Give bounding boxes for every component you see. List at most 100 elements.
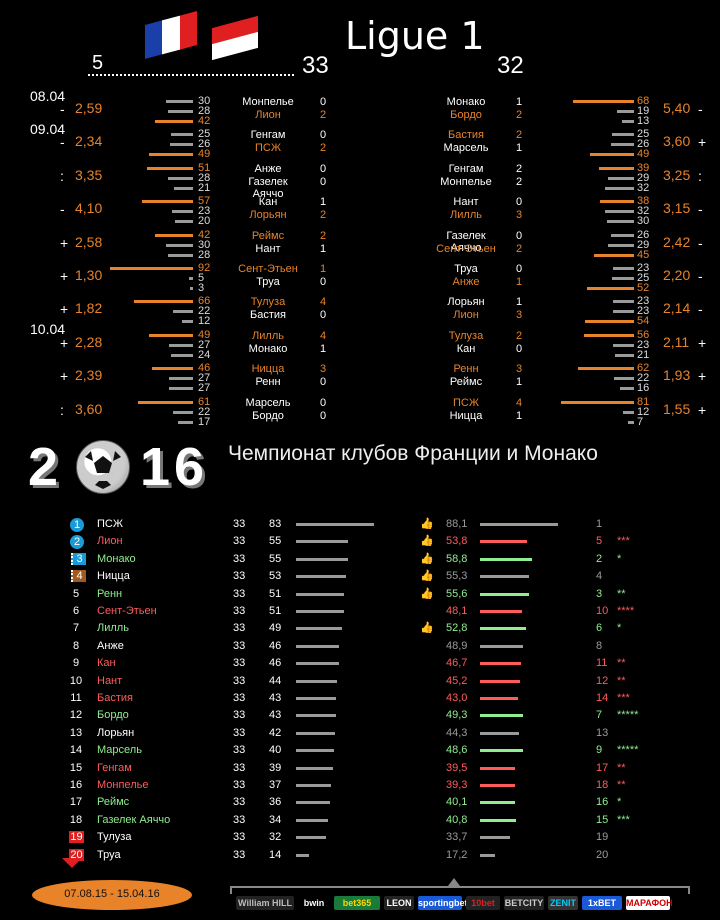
home-score: 0: [320, 396, 327, 409]
stat-bar: [147, 166, 193, 170]
games-played: 33: [233, 848, 246, 861]
stat-bar: [170, 133, 193, 137]
rating-rank: 8: [596, 639, 603, 652]
team-name: Лилль: [97, 622, 129, 635]
rating-bar: [480, 731, 519, 735]
points-bar: [296, 644, 340, 648]
bet-sign: -: [60, 201, 65, 218]
points: 53: [269, 570, 282, 583]
away-team: Бордо: [450, 109, 482, 121]
relegation-arrow-icon: [62, 858, 82, 868]
away-team: ПСЖ: [254, 142, 281, 155]
home-score: 4: [516, 396, 523, 409]
stat-bar: [622, 120, 634, 123]
year-logo: 2 1 6: [28, 437, 218, 497]
games-played: 33: [233, 622, 246, 635]
rating-stars: **: [617, 657, 626, 670]
odd-value: 2,59: [75, 100, 103, 116]
stat-value: 25: [637, 128, 650, 141]
team-name: ПСЖ: [97, 518, 124, 530]
position-number: 16: [69, 779, 83, 791]
bookmaker-logo: bwin: [298, 896, 330, 910]
stat-bar: [190, 287, 193, 290]
home-score: 2: [516, 329, 523, 342]
home-team: Тулуза: [250, 296, 286, 309]
stat-bar: [607, 220, 634, 224]
position-number: 2: [70, 535, 84, 550]
stat-value: 81: [637, 395, 650, 408]
team-name: Нант: [97, 674, 123, 687]
stat-bar: [169, 143, 193, 147]
stat-bar: [610, 143, 634, 147]
stat-bar: [168, 343, 193, 347]
rating-value: 17,2: [446, 848, 468, 861]
rating-value: 55,3: [446, 570, 468, 583]
rating-bar: [480, 697, 518, 700]
stat-value: 26: [198, 138, 211, 151]
bet-sign: -: [698, 268, 703, 284]
flag-monaco-icon: [212, 15, 258, 61]
away-score: 0: [320, 175, 327, 188]
home-score: 0: [320, 96, 327, 108]
home-team: Марсель: [245, 396, 291, 409]
stat-bar: [589, 153, 634, 157]
points: 46: [269, 639, 282, 652]
stat-bar: [155, 233, 193, 237]
bookmaker-logo: William HILL: [236, 896, 294, 910]
stat-value: 92: [198, 262, 211, 274]
bet-sign: :: [698, 167, 702, 184]
stat-bar: [174, 186, 193, 190]
away-score: 2: [516, 175, 523, 188]
points-bar: [296, 592, 344, 596]
away-team: Ренн: [255, 376, 281, 389]
stat-bar: [615, 353, 634, 357]
stat-bar: [168, 387, 193, 391]
points: 34: [269, 813, 282, 826]
stat-value: 68: [637, 95, 650, 107]
stat-bar: [167, 253, 193, 257]
bet-sign: +: [60, 301, 69, 318]
rating-stars: **: [617, 587, 626, 600]
rating-rank: 4: [596, 570, 603, 583]
points: 44: [269, 674, 282, 687]
stat-value: 24: [198, 348, 211, 361]
rating-rank: 3: [596, 587, 603, 600]
rating-bar: [480, 749, 523, 753]
stat-value: 21: [198, 181, 211, 194]
thumbs-up-icon: 👍: [420, 535, 434, 548]
thumbs-up-icon: 👍: [420, 552, 434, 565]
period-badge: [32, 880, 192, 910]
stat-value: 23: [637, 262, 650, 274]
stat-bar: [611, 277, 634, 280]
team-name: Монако: [97, 552, 136, 565]
points: 51: [269, 587, 282, 600]
rating-value: 49,3: [446, 709, 468, 722]
odd-value: 3,15: [663, 200, 691, 217]
home-team: Нант: [453, 196, 479, 209]
rating-value: 44,3: [446, 726, 468, 739]
stat-bar: [605, 186, 634, 190]
away-score: 2: [516, 109, 523, 121]
year-digit-2: 2: [28, 437, 59, 497]
position-number: 17: [69, 796, 83, 809]
away-score: 1: [320, 342, 327, 355]
points-bar: [296, 784, 331, 787]
home-score: 1: [320, 263, 327, 275]
rating-rank: 13: [596, 726, 609, 739]
points-bar: [296, 801, 330, 805]
rating-rank: 10: [596, 605, 609, 617]
stat-bar: [613, 300, 634, 304]
points-bar: [296, 731, 336, 735]
bet-sign: +: [698, 134, 707, 151]
bookmaker-logo: BETCITY: [504, 896, 544, 910]
rating-stars: ***: [617, 813, 630, 826]
position-number: 15: [69, 761, 83, 774]
home-team: Ницца: [251, 363, 285, 376]
position-number: 1: [70, 518, 84, 532]
stat-bar: [607, 176, 634, 180]
games-played: 33: [233, 744, 246, 757]
points: 55: [269, 535, 282, 548]
rating-bar: [480, 662, 522, 666]
bookmaker-logo: 10bet: [466, 896, 500, 910]
games-played: 33: [233, 587, 246, 600]
